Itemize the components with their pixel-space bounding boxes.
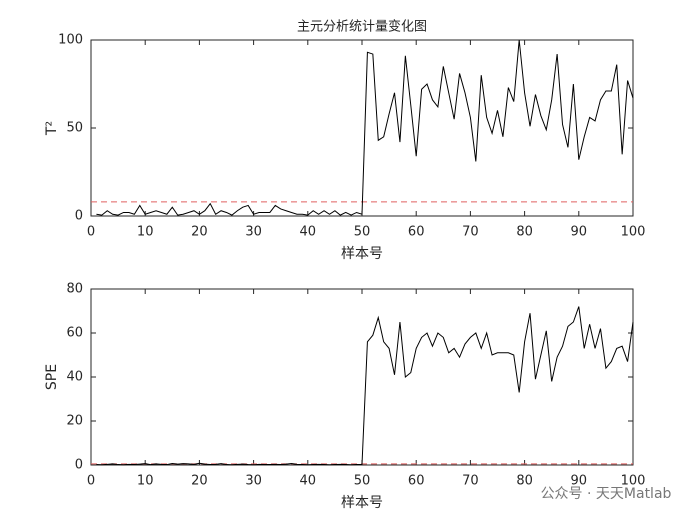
data-line — [96, 306, 634, 466]
x-tick-label: 10 — [137, 225, 154, 240]
x-tick-label: 60 — [408, 225, 425, 240]
watermark: 公众号 · 天天Matlab — [541, 486, 672, 502]
x-tick-label: 20 — [191, 474, 208, 489]
x-axis-label: 样本号 — [341, 495, 383, 511]
x-tick-label: 90 — [571, 225, 588, 240]
x-tick-label: 50 — [354, 474, 371, 489]
y-tick-label: 60 — [66, 326, 83, 341]
x-tick-label: 10 — [137, 474, 154, 489]
y-axis-label: T² — [44, 121, 60, 136]
x-tick-label: 0 — [87, 225, 95, 240]
x-tick-label: 40 — [300, 474, 317, 489]
y-tick-label: 80 — [66, 282, 83, 297]
x-tick-label: 40 — [300, 225, 317, 240]
x-tick-label: 20 — [191, 225, 208, 240]
x-tick-label: 100 — [621, 474, 646, 489]
y-tick-label: 0 — [75, 458, 83, 473]
y-tick-label: 40 — [66, 370, 83, 385]
axes-box — [90, 39, 634, 217]
chart-title: 主元分析统计量变化图 — [297, 19, 427, 35]
x-axis-label: 样本号 — [341, 246, 383, 262]
x-tick-label: 50 — [354, 225, 371, 240]
y-axis-label: SPE — [44, 364, 60, 390]
x-tick-label: 70 — [462, 474, 479, 489]
x-tick-label: 70 — [462, 225, 479, 240]
data-line — [96, 39, 634, 216]
x-tick-label: 100 — [621, 225, 646, 240]
x-tick-label: 80 — [516, 225, 533, 240]
x-tick-label: 30 — [245, 474, 262, 489]
x-tick-label: 30 — [245, 225, 262, 240]
x-tick-label: 80 — [516, 474, 533, 489]
x-tick-label: 90 — [571, 474, 588, 489]
axes-box — [90, 288, 634, 466]
y-tick-label: 0 — [75, 209, 83, 224]
x-tick-label: 60 — [408, 474, 425, 489]
y-tick-label: 100 — [58, 33, 83, 48]
x-tick-label: 0 — [87, 474, 95, 489]
y-tick-label: 50 — [66, 121, 83, 136]
y-tick-label: 20 — [66, 414, 83, 429]
